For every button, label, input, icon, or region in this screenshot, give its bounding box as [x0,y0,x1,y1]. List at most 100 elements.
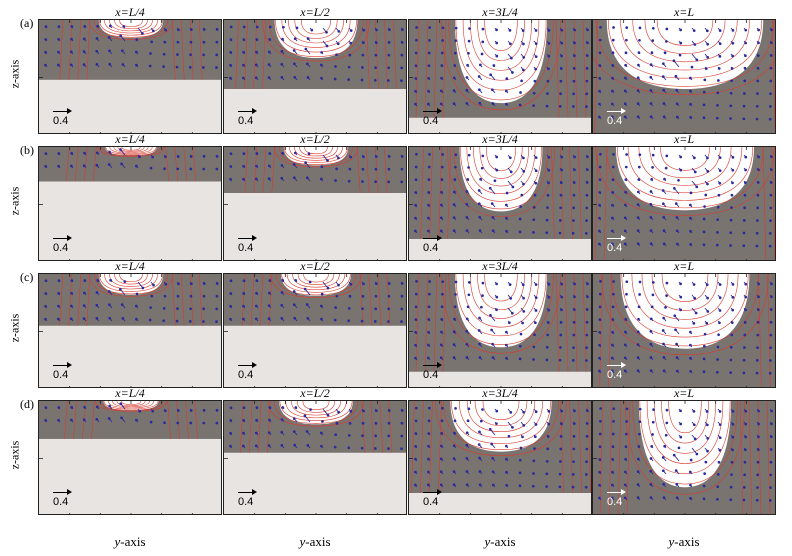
contour-line [466,147,536,194]
flow-panel: 0.4 [592,19,776,134]
vector-head [718,309,722,312]
flow-panel: 0.4 [592,273,776,388]
vector-head [679,28,682,32]
vector-head [769,486,772,490]
vector-head [505,229,508,233]
vector-head [662,88,665,92]
vector-head [293,62,296,66]
contour-lines [411,401,591,494]
vector-head [688,470,692,474]
vector-head [109,278,112,282]
vector-head [729,104,733,108]
vector-head [465,190,469,193]
contour-line [109,20,153,32]
velocity-vectors [229,151,404,184]
contour-line [112,401,150,408]
scale-arrow-icon [607,488,626,496]
vector-head [439,229,443,233]
vector-head [82,304,86,307]
vector-head [150,40,153,44]
panel-title: x=L/4 [115,259,145,273]
vector-head [769,193,773,197]
vector-head [649,483,653,486]
scale-value: 0.4 [607,115,623,127]
vector-head [755,498,759,502]
vector-head [108,404,111,408]
vector-head [729,371,732,374]
vector-head [768,117,772,121]
flow-field-svg [224,147,406,260]
vector-head [304,47,308,51]
vector-head [637,317,640,321]
vector-head [611,445,615,449]
vector-head [414,419,418,423]
vector-head [465,216,469,219]
vector-head [692,409,696,413]
scale-arrow-icon [423,488,442,496]
axis-ticks [593,147,747,260]
vector-head [674,328,677,332]
panel-title: x=L/2 [300,132,330,146]
vector-head [571,472,575,476]
vector-head [453,51,457,55]
vector-head [519,91,522,94]
vector-head [769,206,773,210]
vector-head [120,49,124,53]
axis-ticks [409,401,563,514]
vector-head [637,445,641,448]
z-axis-label-text: z-axis [7,313,22,343]
vector-head [320,76,323,80]
vector-head [651,153,655,157]
vector-head [547,295,551,299]
vector-head [310,28,314,32]
vector-head [326,413,330,417]
vector-head [675,483,679,486]
vector-head [319,304,323,308]
vector-head [585,473,588,476]
vector-head [757,28,760,32]
vector-head [505,356,508,360]
vector-head [689,216,692,220]
vector-head [572,79,576,83]
vector-head [325,44,329,48]
vector-head [267,444,271,447]
contour-line [94,401,168,412]
vector-head [533,79,537,83]
vector-head [742,219,746,222]
vector-head [348,422,352,425]
contour-line [627,147,743,194]
vector-head [96,279,100,282]
contour-line [616,147,754,201]
vector-head [215,320,218,323]
vector-head [744,295,748,299]
vector-head [454,280,458,284]
vector-head [743,193,747,197]
vector-head [624,445,628,448]
vector-head [662,482,666,486]
vector-head [584,485,588,489]
vector-head [742,486,746,489]
vector-head [731,448,734,452]
vector-head [706,423,709,427]
vector-head [649,242,653,246]
vector-head [335,53,338,57]
vector-head [135,292,139,296]
interface-region [620,274,750,349]
contour-line [77,20,82,80]
vector-head [467,293,471,297]
contour-line [104,20,158,34]
vector-head [675,356,679,359]
scale-bar: 0.4 [238,107,257,127]
vector-head [441,39,444,42]
vector-head [744,422,748,426]
scale-bar: 0.4 [53,488,72,508]
vector-head [509,42,512,46]
contour-line [119,20,143,27]
velocity-vectors [44,24,219,69]
vector-head [663,51,667,55]
vector-head [573,155,576,159]
contour-line [611,274,759,347]
contour-line [165,147,170,182]
vector-head [452,203,456,207]
contour-line [114,274,148,285]
